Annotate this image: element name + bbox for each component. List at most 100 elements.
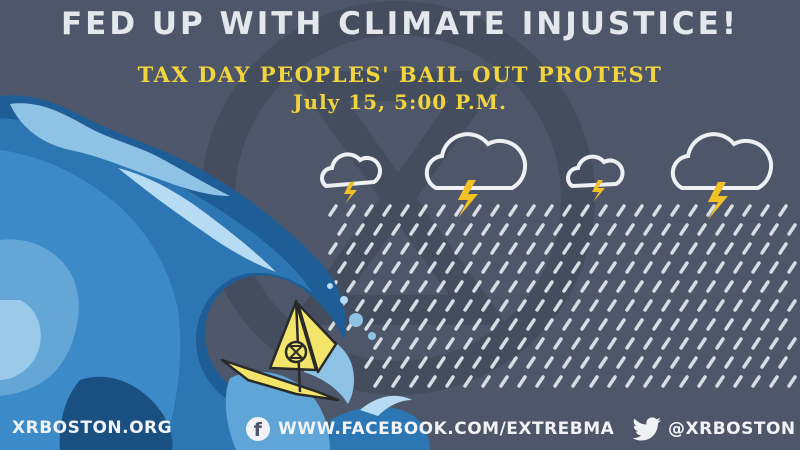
rain-drop <box>508 356 518 369</box>
rain-drop <box>328 242 338 255</box>
rain-drop <box>544 280 554 293</box>
rain-drop <box>391 223 401 236</box>
rain-drop <box>778 356 788 369</box>
rain-drop <box>751 261 761 274</box>
rain-drop <box>400 356 410 369</box>
rain-drop <box>400 204 410 217</box>
rain-drop <box>670 280 680 293</box>
rain-drop <box>454 356 464 369</box>
rain-drop <box>364 242 374 255</box>
rain-drop <box>526 242 536 255</box>
rain-drop <box>598 280 608 293</box>
rain-drop <box>535 299 545 312</box>
rain-drop <box>661 337 671 350</box>
rain-drop <box>760 204 770 217</box>
rain-drop <box>481 375 491 388</box>
rain-drop <box>625 223 635 236</box>
rain-drop <box>598 242 608 255</box>
twitter-link[interactable]: @XRBOSTON <box>632 417 796 441</box>
rain-drop <box>652 318 662 331</box>
rain-drop <box>697 261 707 274</box>
rain-drop <box>364 356 374 369</box>
rain-drop <box>778 318 788 331</box>
rain-drop <box>742 356 752 369</box>
rain-drop <box>625 375 635 388</box>
rain-drop <box>526 280 536 293</box>
rain-drop <box>355 261 365 274</box>
rain-drop <box>607 299 617 312</box>
rain-drop <box>499 261 509 274</box>
rain-drop <box>364 204 374 217</box>
rain-drop <box>535 375 545 388</box>
rain-drop <box>679 223 689 236</box>
rain-drop <box>769 223 779 236</box>
rain-drop <box>436 318 446 331</box>
rain-drop <box>706 280 716 293</box>
rain-drop <box>670 318 680 331</box>
rain-drop <box>571 261 581 274</box>
rain-drop <box>652 204 662 217</box>
rain-drop <box>742 318 752 331</box>
rain-drop <box>472 242 482 255</box>
twitter-handle: @XRBOSTON <box>668 419 796 439</box>
rain-drop <box>490 280 500 293</box>
rain-drop <box>733 223 743 236</box>
rain-drop <box>769 261 779 274</box>
rain-drop <box>733 375 743 388</box>
rain-drop <box>643 223 653 236</box>
rain-drop <box>679 261 689 274</box>
rain-drop <box>544 318 554 331</box>
facebook-icon: f <box>246 417 270 441</box>
rain-drop <box>580 242 590 255</box>
rain-drop <box>436 204 446 217</box>
rain-drop <box>517 337 527 350</box>
rain-drop <box>526 318 536 331</box>
rain-drop <box>643 337 653 350</box>
rain-drop <box>562 204 572 217</box>
rain-drop <box>706 242 716 255</box>
rain-drop <box>715 261 725 274</box>
rain-drop <box>634 242 644 255</box>
rain-drop <box>670 242 680 255</box>
event-title: TAX DAY PEOPLES' BAIL OUT PROTEST <box>137 62 663 87</box>
rain-drop <box>679 375 689 388</box>
rain-drop <box>409 375 419 388</box>
rain-drop <box>463 337 473 350</box>
rain-drop <box>625 337 635 350</box>
rain-drop <box>589 223 599 236</box>
rain-drop <box>517 223 527 236</box>
rain-streaks <box>328 204 797 388</box>
rain-drop <box>634 318 644 331</box>
rain-drop <box>670 204 680 217</box>
rain-drop <box>508 242 518 255</box>
rain-drop <box>472 356 482 369</box>
rain-drop <box>382 242 392 255</box>
rain-drop <box>769 375 779 388</box>
rain-drop <box>382 280 392 293</box>
rain-drop <box>760 318 770 331</box>
rain-drop <box>589 375 599 388</box>
rain-drop <box>787 223 797 236</box>
rain-drop <box>607 261 617 274</box>
rain-drop <box>427 223 437 236</box>
rain-drop <box>553 261 563 274</box>
rain-drop <box>445 299 455 312</box>
rain-drop <box>463 223 473 236</box>
facebook-url: WWW.FACEBOOK.COM/EXTREBMA <box>278 419 615 439</box>
facebook-link[interactable]: f WWW.FACEBOOK.COM/EXTREBMA <box>246 417 614 441</box>
rain-drop <box>688 318 698 331</box>
rain-drop <box>346 280 356 293</box>
rain-drop <box>634 204 644 217</box>
rain-drop <box>499 375 509 388</box>
event-datetime: July 15, 5:00 P.M. <box>293 90 507 114</box>
rain-drop <box>643 261 653 274</box>
rain-drop <box>400 318 410 331</box>
rain-drop <box>769 299 779 312</box>
rain-drop <box>616 204 626 217</box>
website-link[interactable]: XRBOSTON.ORG <box>12 418 173 438</box>
rain-drop <box>364 318 374 331</box>
rain-drop <box>508 280 518 293</box>
rain-drop <box>751 375 761 388</box>
rain-drop <box>634 280 644 293</box>
rain-drop <box>661 223 671 236</box>
